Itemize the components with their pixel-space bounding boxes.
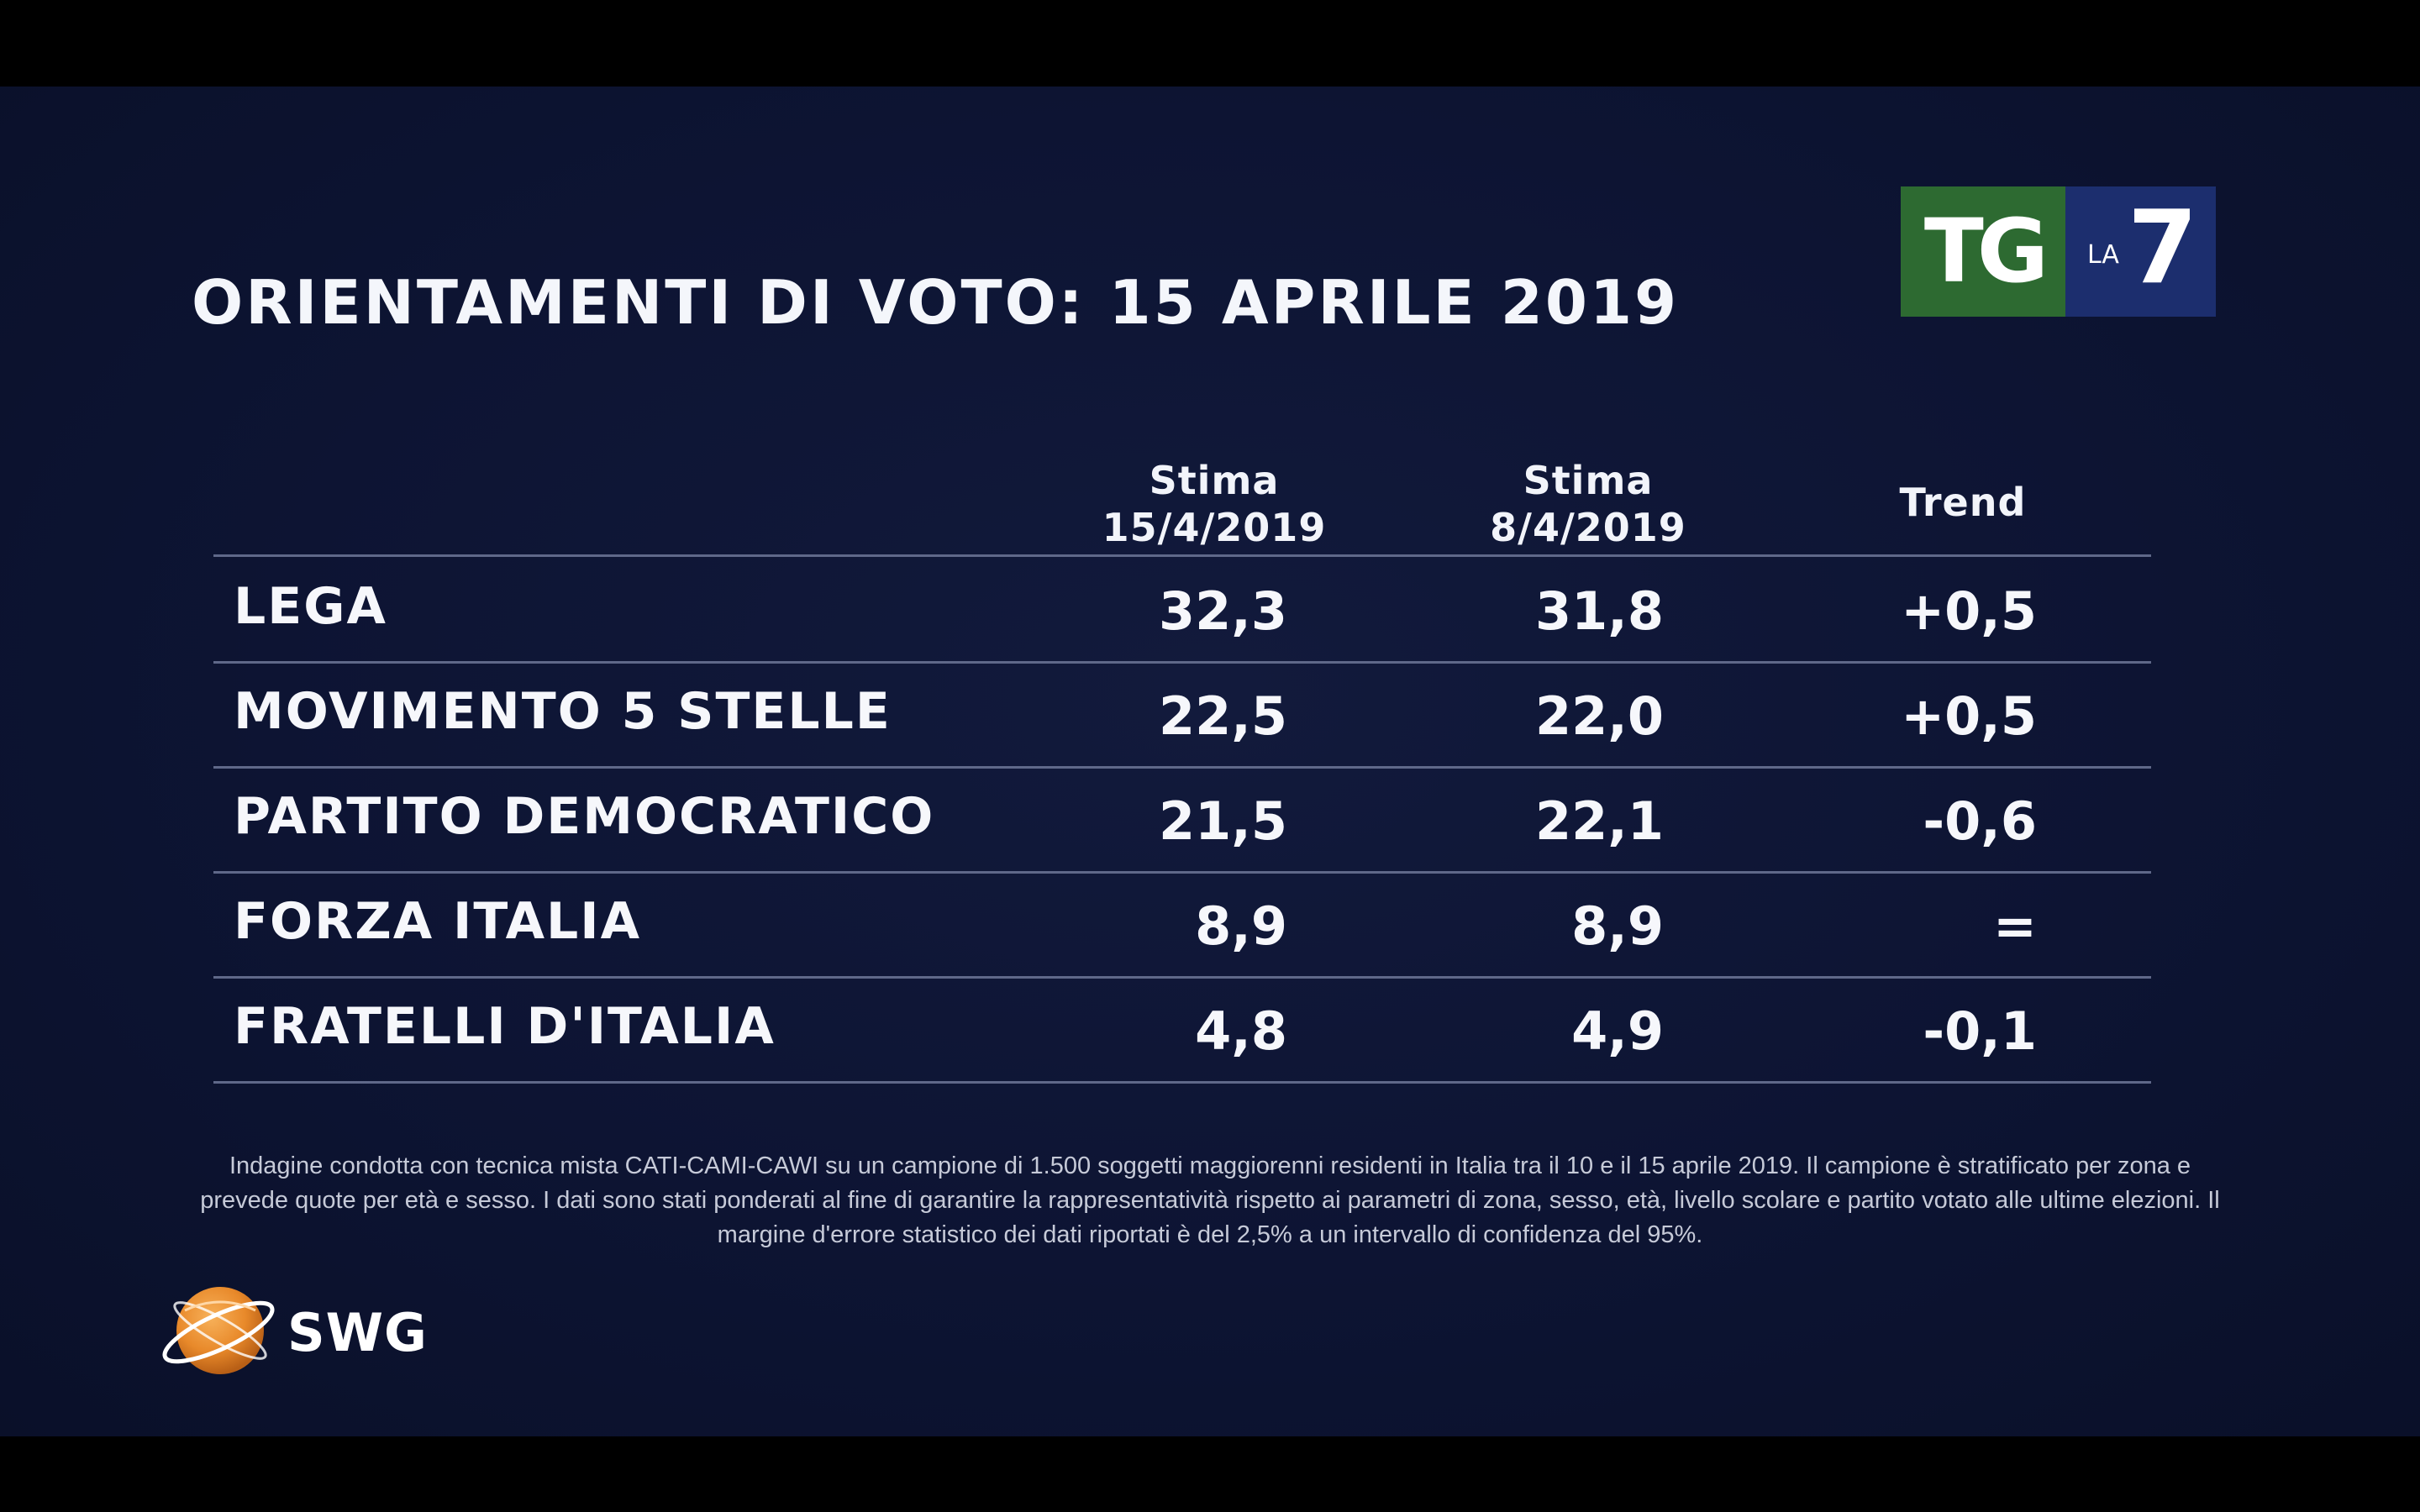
value-trend: +0,5	[1901, 685, 2037, 747]
value-previous: 22,0	[1535, 685, 1664, 747]
value-current: 21,5	[1159, 790, 1287, 852]
table-rule	[213, 766, 2151, 769]
party-name: FRATELLI D'ITALIA	[234, 997, 776, 1056]
party-name: FORZA ITALIA	[234, 892, 642, 951]
party-name: LEGA	[234, 577, 387, 636]
value-previous: 4,9	[1571, 1000, 1664, 1062]
value-current: 32,3	[1159, 580, 1287, 642]
value-trend: -0,6	[1923, 790, 2037, 852]
value-current: 4,8	[1195, 1000, 1287, 1062]
value-previous: 22,1	[1535, 790, 1664, 852]
tg-logo-text: TG	[1901, 186, 2065, 317]
swg-logo-text: SWG	[287, 1302, 428, 1363]
page-title: ORIENTAMENTI DI VOTO: 15 APRILE 2019	[192, 267, 1680, 338]
column-header-2: Stima 8/4/2019	[1420, 457, 1756, 551]
swg-globe-icon	[162, 1287, 275, 1374]
column-header-line1: Stima	[1523, 458, 1654, 503]
tg-la7-logo: TG LA 7	[1901, 186, 2216, 317]
column-header-1: Stima 15/4/2019	[1046, 457, 1382, 551]
methodology-footnote: Indagine condotta con tecnica mista CATI…	[200, 1152, 2220, 1248]
column-header-line2: 15/4/2019	[1102, 505, 1327, 550]
value-previous: 31,8	[1535, 580, 1664, 642]
table-rule	[213, 554, 2151, 557]
value-trend: +0,5	[1901, 580, 2037, 642]
value-trend: -0,1	[1923, 1000, 2037, 1062]
la-logo-text: LA	[2087, 240, 2119, 270]
table-rule	[213, 661, 2151, 664]
party-name: PARTITO DEMOCRATICO	[234, 787, 935, 846]
table-rule	[213, 1081, 2151, 1084]
value-current: 8,9	[1195, 895, 1287, 957]
party-name: MOVIMENTO 5 STELLE	[234, 682, 892, 741]
table-rule	[213, 871, 2151, 874]
column-header-line1: Trend	[1899, 480, 2027, 525]
value-previous: 8,9	[1571, 895, 1664, 957]
value-trend: =	[1993, 895, 2037, 957]
column-header-3: Trend	[1795, 479, 2131, 526]
column-header-line2: 8/4/2019	[1490, 505, 1686, 550]
value-current: 22,5	[1159, 685, 1287, 747]
table-rule	[213, 976, 2151, 979]
column-header-line1: Stima	[1149, 458, 1280, 503]
swg-logo: SWG	[160, 1277, 437, 1386]
la7-logo-block: LA 7	[2065, 186, 2216, 317]
seven-logo-text: 7	[2128, 190, 2198, 307]
